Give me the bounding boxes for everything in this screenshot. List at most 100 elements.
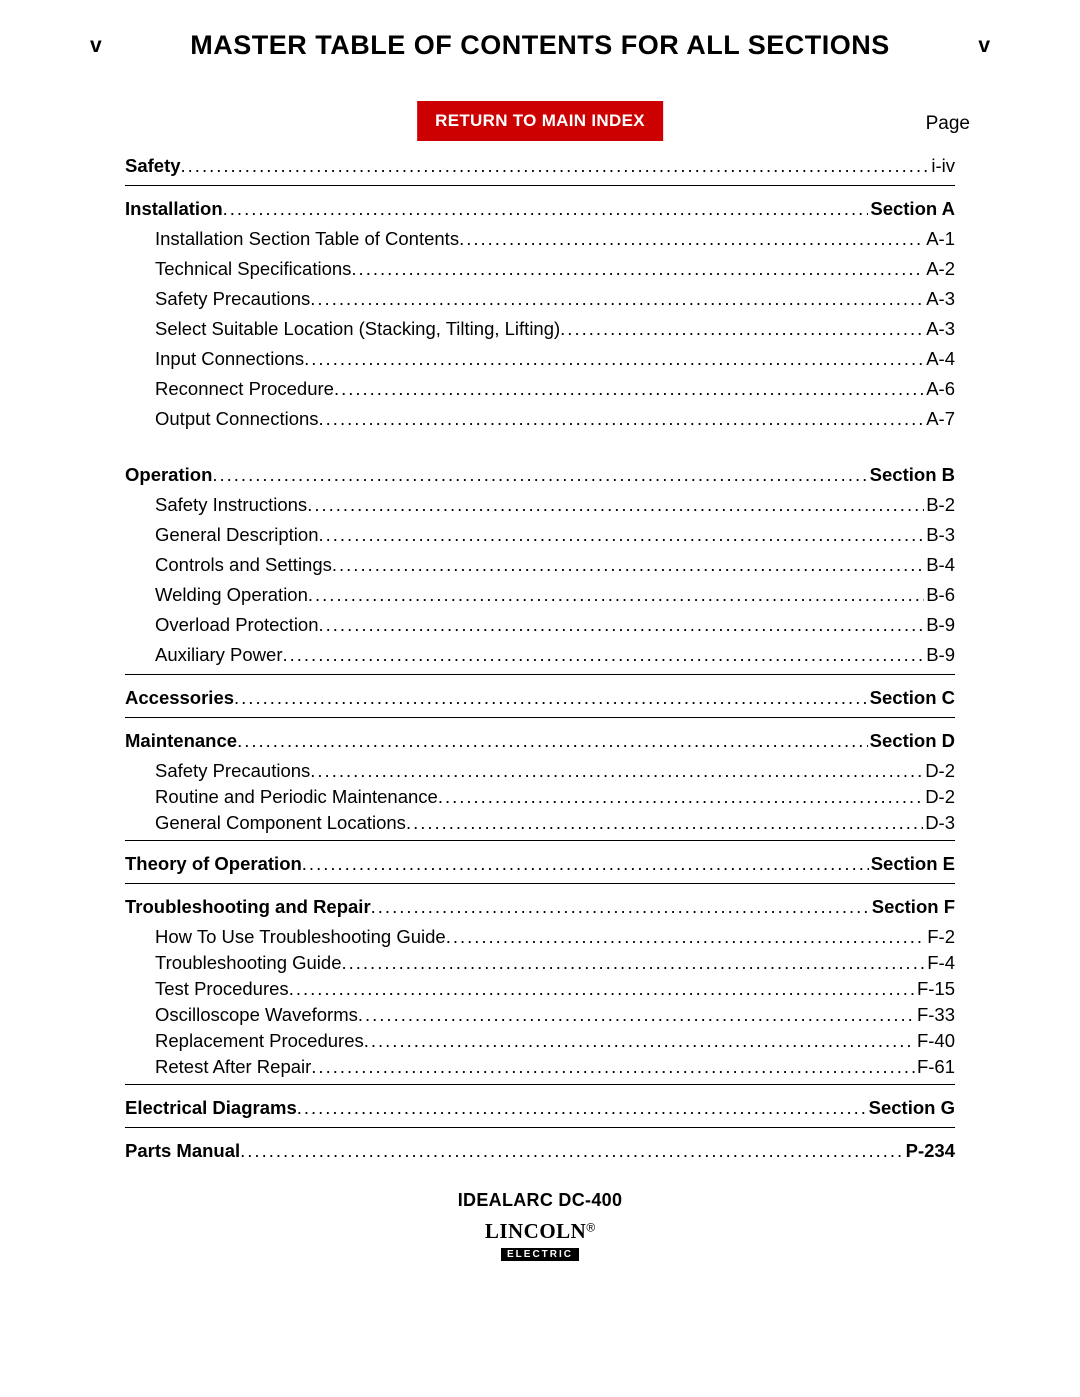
toc-page: Section F [870,896,955,918]
toc-label: Safety Precautions [155,760,310,782]
toc-row[interactable]: Input ConnectionsA-4 [125,348,955,370]
toc-page: A-2 [924,258,955,280]
toc-dots [319,524,925,546]
toc-row[interactable]: Overload Protection B-9 [125,614,955,636]
toc-page: F-61 [915,1056,955,1078]
toc-label: Routine and Periodic Maintenance [155,786,438,808]
toc-row[interactable]: Safety PrecautionsD-2 [125,760,955,782]
toc-label: Technical Specifications [155,258,351,280]
toc-dots [351,258,924,280]
toc-dots [406,812,923,834]
toc-label: General Component Locations [155,812,406,834]
toc-row[interactable]: Test ProceduresF-15 [125,978,955,1000]
toc-label: Auxiliary Power [155,644,283,666]
toc-row-installation[interactable]: Installation Section A [125,198,955,220]
toc-row[interactable]: Safety Precautions A-3 [125,288,955,310]
toc-row[interactable]: Auxiliary PowerB-9 [125,644,955,666]
toc-row[interactable]: Oscilloscope WaveformsF-33 [125,1004,955,1026]
toc-dots [237,730,868,752]
toc-dots [364,1030,915,1052]
toc-page: B-3 [924,524,955,546]
toc-page: D-2 [923,786,955,808]
divider [125,185,955,186]
toc-label: Safety [125,155,181,177]
toc-label: Troubleshooting Guide [155,952,342,974]
toc-row-maintenance[interactable]: Maintenance Section D [125,730,955,752]
toc-row-operation[interactable]: Operation Section B [125,464,955,486]
toc-dots [334,378,924,400]
toc-row[interactable]: Safety InstructionsB-2 [125,494,955,516]
toc-row[interactable]: Reconnect ProcedureA-6 [125,378,955,400]
toc-page: B-9 [924,614,955,636]
toc-page: Section A [868,198,955,220]
toc-dots [240,1140,903,1162]
toc-row[interactable]: Welding OperationB-6 [125,584,955,606]
toc-label: Controls and Settings [155,554,332,576]
toc-row[interactable]: General Component Locations D-3 [125,812,955,834]
toc-label: Safety Precautions [155,288,310,310]
toc-row-accessories[interactable]: Accessories Section C [125,687,955,709]
toc-page: F-40 [915,1030,955,1052]
page-number-left: v [90,34,102,58]
toc-page: B-4 [924,554,955,576]
toc-dots [223,198,869,220]
toc-dots [310,288,924,310]
toc-row-theory[interactable]: Theory of Operation Section E [125,853,955,875]
toc-row[interactable]: Retest After RepairF-61 [125,1056,955,1078]
button-row: RETURN TO MAIN INDEX Page [90,101,990,141]
toc-row-safety[interactable]: Safety i-iv [125,155,955,177]
divider [125,1084,955,1085]
divider [125,883,955,884]
toc-row[interactable]: Technical Specifications A-2 [125,258,955,280]
toc-dots [310,760,923,782]
toc-page: A-3 [924,288,955,310]
toc-dots [212,464,867,486]
toc-row[interactable]: Select Suitable Location (Stacking, Tilt… [125,318,955,340]
toc-page: Section D [868,730,955,752]
toc-row[interactable]: Output Connections A-7 [125,408,955,430]
toc-page: A-7 [924,408,955,430]
toc-row[interactable]: Replacement ProceduresF-40 [125,1030,955,1052]
product-name: IDEALARC DC-400 [90,1190,990,1211]
toc-page: Section G [867,1097,955,1119]
toc-row[interactable]: Installation Section Table of ContentsA-… [125,228,955,250]
toc-dots [307,494,924,516]
toc-label: Operation [125,464,212,486]
toc-row[interactable]: Troubleshooting GuideF-4 [125,952,955,974]
toc-page: A-1 [924,228,955,250]
toc-dots [297,1097,867,1119]
footer: IDEALARC DC-400 LINCOLN® ELECTRIC [90,1190,990,1262]
toc-label: Select Suitable Location (Stacking, Tilt… [155,318,560,340]
toc-row[interactable]: Routine and Periodic Maintenance D-2 [125,786,955,808]
toc-page: F-2 [925,926,955,948]
toc-dots [311,1056,915,1078]
divider [125,674,955,675]
toc-label: Electrical Diagrams [125,1097,297,1119]
toc-page: Section E [869,853,955,875]
toc-label: Accessories [125,687,234,709]
toc-page: B-6 [924,584,955,606]
toc-row-troubleshooting[interactable]: Troubleshooting and Repair Section F [125,896,955,918]
toc-dots [438,786,923,808]
toc-row-electrical[interactable]: Electrical Diagrams Section G [125,1097,955,1119]
toc-page: D-3 [923,812,955,834]
toc-dots [289,978,915,1000]
toc-dots [319,408,925,430]
toc-dots [332,554,924,576]
logo-text-bottom: ELECTRIC [501,1248,579,1261]
toc-dots [302,853,869,875]
toc-dots [234,687,868,709]
toc-label: Theory of Operation [125,853,302,875]
return-main-index-button[interactable]: RETURN TO MAIN INDEX [417,101,663,141]
toc-label: General Description [155,524,319,546]
toc-label: Oscilloscope Waveforms [155,1004,358,1026]
toc-label: Output Connections [155,408,319,430]
toc-row[interactable]: General Description B-3 [125,524,955,546]
page-number-right: v [978,34,990,58]
toc-page: F-15 [915,978,955,1000]
toc-label: Overload Protection [155,614,319,636]
toc-row[interactable]: Controls and Settings B-4 [125,554,955,576]
toc-row[interactable]: How To Use Troubleshooting GuideF-2 [125,926,955,948]
toc-row-parts[interactable]: Parts Manual P-234 [125,1140,955,1162]
toc-label: Input Connections [155,348,304,370]
